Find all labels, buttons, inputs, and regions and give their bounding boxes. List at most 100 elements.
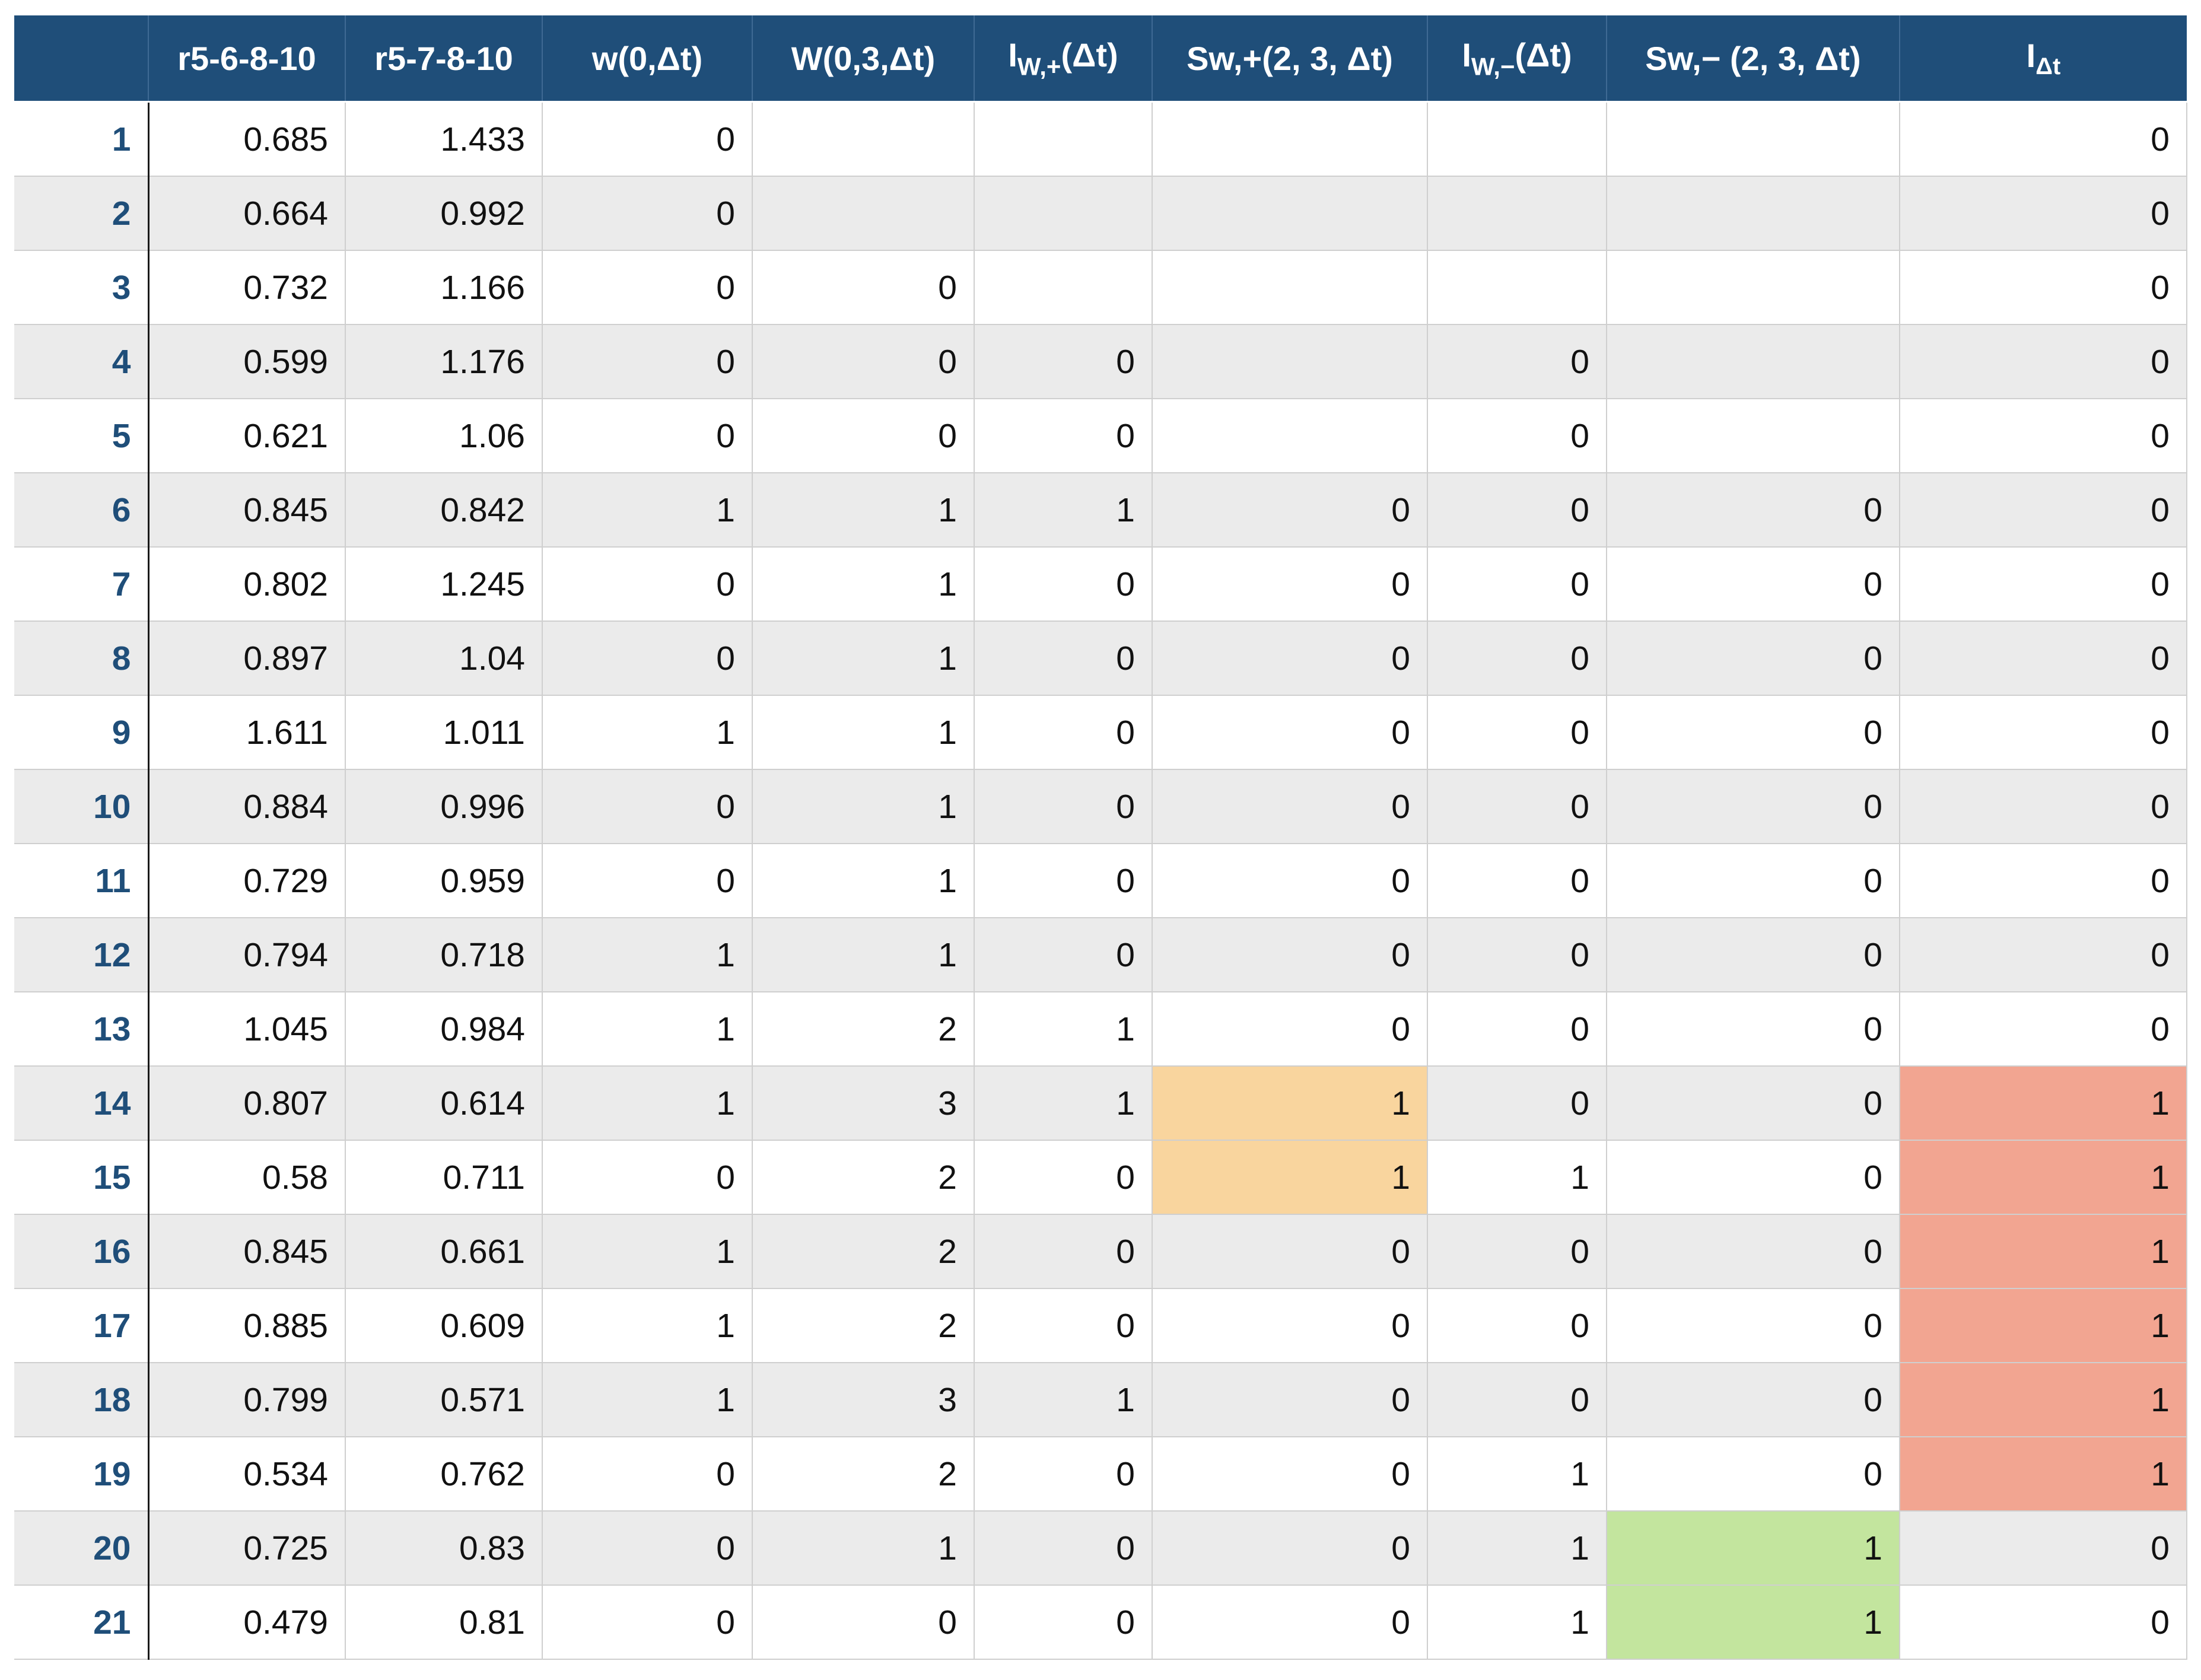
header-sw-plus[interactable]: Sw,+(2, 3, Δt) [1152,15,1428,103]
cell-iw-plus[interactable]: 0 [974,1288,1153,1363]
cell-sw-minus[interactable]: 0 [1607,1363,1900,1437]
cell-iw-plus[interactable]: 1 [974,992,1153,1067]
cell-W[interactable]: 3 [752,1363,975,1437]
cell-sw-plus[interactable]: 0 [1152,992,1428,1067]
header-w[interactable]: w(0,Δt) [542,15,753,103]
cell-w[interactable]: 0 [542,1585,753,1660]
cell-sw-minus[interactable]: 1 [1607,1585,1900,1660]
row-index-cell[interactable]: 8 [14,621,150,696]
cell-r5-7-8-10[interactable]: 0.83 [345,1511,543,1586]
row-index-cell[interactable]: 20 [14,1511,150,1586]
cell-r5-7-8-10[interactable]: 1.176 [345,324,543,399]
cell-sw-plus[interactable]: 0 [1152,1363,1428,1437]
cell-w[interactable]: 0 [542,176,753,251]
cell-w[interactable]: 0 [542,547,753,622]
cell-sw-minus[interactable]: 0 [1607,918,1900,992]
header-index[interactable] [14,15,149,103]
cell-sw-plus[interactable]: 0 [1152,695,1428,770]
cell-iw-plus[interactable]: 0 [974,1140,1153,1215]
cell-sw-plus[interactable]: 0 [1152,769,1428,844]
cell-sw-minus[interactable]: 0 [1607,473,1900,548]
cell-iw-minus[interactable]: 0 [1427,695,1607,770]
cell-r5-6-8-10[interactable]: 0.885 [148,1288,346,1363]
row-index-cell[interactable]: 6 [14,473,150,548]
cell-r5-7-8-10[interactable]: 0.711 [345,1140,543,1215]
cell-r5-6-8-10[interactable]: 0.479 [148,1585,346,1660]
cell-W[interactable]: 2 [752,992,975,1067]
cell-iw-minus[interactable]: 1 [1427,1585,1607,1660]
cell-sw-plus[interactable]: 0 [1152,621,1428,696]
cell-iw-minus[interactable]: 0 [1427,844,1607,918]
cell-w[interactable]: 1 [542,695,753,770]
cell-iw-plus[interactable]: 0 [974,918,1153,992]
cell-r5-6-8-10[interactable]: 0.897 [148,621,346,696]
cell-w[interactable]: 0 [542,769,753,844]
header-iw-plus[interactable]: IW,+(Δt) [974,15,1153,103]
cell-r5-7-8-10[interactable]: 0.614 [345,1066,543,1141]
cell-sw-minus[interactable]: 0 [1607,1437,1900,1512]
cell-r5-6-8-10[interactable]: 0.599 [148,324,346,399]
cell-sw-plus[interactable]: 0 [1152,1288,1428,1363]
cell-idt[interactable]: 0 [1900,1511,2187,1586]
cell-sw-plus[interactable]: 0 [1152,1437,1428,1512]
cell-r5-7-8-10[interactable]: 1.245 [345,547,543,622]
cell-W[interactable]: 0 [752,399,975,473]
cell-w[interactable]: 1 [542,1066,753,1141]
cell-sw-plus[interactable] [1152,250,1428,325]
cell-r5-6-8-10[interactable]: 0.845 [148,1214,346,1289]
cell-sw-minus[interactable]: 1 [1607,1511,1900,1586]
row-index-cell[interactable]: 7 [14,547,150,622]
cell-sw-minus[interactable]: 0 [1607,1140,1900,1215]
cell-sw-plus[interactable]: 0 [1152,918,1428,992]
row-index-cell[interactable]: 16 [14,1214,150,1289]
cell-idt[interactable]: 0 [1900,844,2187,918]
header-r5-7-8-10[interactable]: r5-7-8-10 [345,15,543,103]
cell-idt[interactable]: 1 [1900,1437,2187,1512]
cell-iw-minus[interactable] [1427,250,1607,325]
cell-r5-6-8-10[interactable]: 0.729 [148,844,346,918]
cell-iw-plus[interactable]: 0 [974,695,1153,770]
cell-iw-minus[interactable]: 1 [1427,1140,1607,1215]
cell-r5-7-8-10[interactable]: 0.762 [345,1437,543,1512]
cell-iw-plus[interactable] [974,250,1153,325]
cell-idt[interactable]: 1 [1900,1140,2187,1215]
cell-W[interactable]: 2 [752,1288,975,1363]
cell-r5-6-8-10[interactable]: 0.664 [148,176,346,251]
cell-sw-minus[interactable]: 0 [1607,769,1900,844]
row-index-cell[interactable]: 13 [14,992,150,1067]
cell-sw-minus[interactable]: 0 [1607,547,1900,622]
cell-w[interactable]: 1 [542,1288,753,1363]
cell-r5-7-8-10[interactable]: 0.571 [345,1363,543,1437]
cell-idt[interactable]: 1 [1900,1066,2187,1141]
cell-r5-6-8-10[interactable]: 1.045 [148,992,346,1067]
cell-W[interactable]: 2 [752,1214,975,1289]
cell-iw-minus[interactable] [1427,101,1607,177]
cell-W[interactable]: 1 [752,918,975,992]
cell-iw-minus[interactable]: 0 [1427,992,1607,1067]
cell-iw-plus[interactable]: 0 [974,1214,1153,1289]
cell-W[interactable] [752,176,975,251]
cell-W[interactable]: 1 [752,844,975,918]
cell-r5-7-8-10[interactable]: 0.959 [345,844,543,918]
cell-r5-7-8-10[interactable]: 0.661 [345,1214,543,1289]
row-index-cell[interactable]: 15 [14,1140,150,1215]
row-index-cell[interactable]: 19 [14,1437,150,1512]
cell-iw-plus[interactable]: 0 [974,1511,1153,1586]
cell-iw-plus[interactable] [974,101,1153,177]
cell-r5-6-8-10[interactable]: 0.732 [148,250,346,325]
cell-r5-7-8-10[interactable]: 0.842 [345,473,543,548]
cell-iw-plus[interactable]: 1 [974,473,1153,548]
cell-r5-7-8-10[interactable]: 1.04 [345,621,543,696]
row-index-cell[interactable]: 10 [14,769,150,844]
cell-sw-plus[interactable]: 0 [1152,1585,1428,1660]
header-iw-minus[interactable]: IW,−(Δt) [1427,15,1607,103]
row-index-cell[interactable]: 14 [14,1066,150,1141]
cell-r5-6-8-10[interactable]: 0.725 [148,1511,346,1586]
cell-w[interactable]: 1 [542,918,753,992]
cell-iw-minus[interactable]: 0 [1427,1066,1607,1141]
cell-iw-minus[interactable]: 0 [1427,1288,1607,1363]
cell-iw-plus[interactable]: 0 [974,769,1153,844]
cell-sw-plus[interactable]: 0 [1152,1511,1428,1586]
cell-W[interactable]: 3 [752,1066,975,1141]
cell-sw-plus[interactable]: 0 [1152,1214,1428,1289]
